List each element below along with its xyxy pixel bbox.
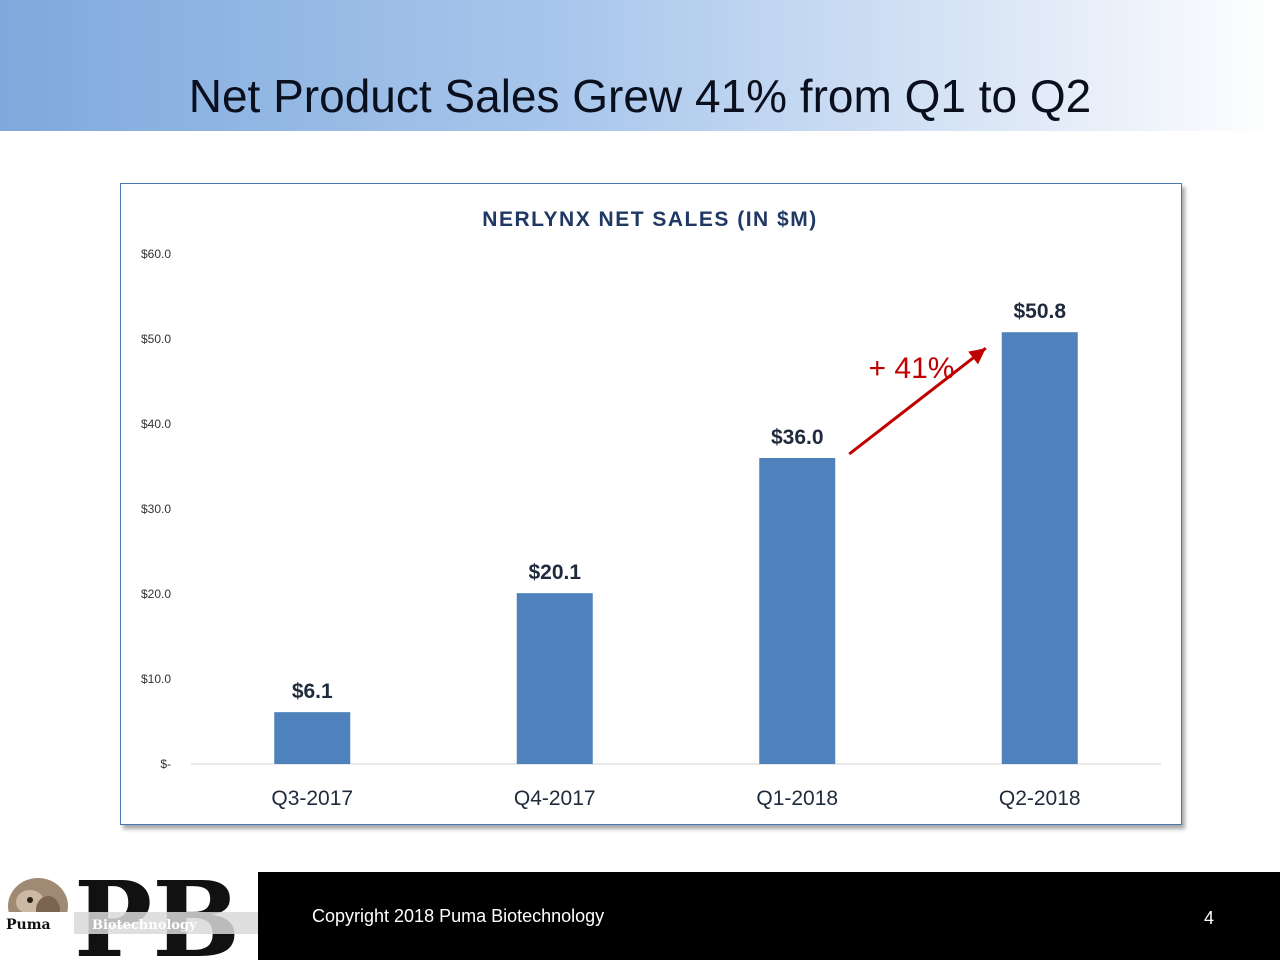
header-band <box>0 0 1280 131</box>
y-tick-label: $30.0 <box>141 502 171 516</box>
puma-logo-icon: PB Puma Biotechnology <box>0 858 258 965</box>
logo-letters: PB <box>74 872 240 960</box>
growth-annotation-label: + 41% <box>869 352 955 385</box>
y-tick-label: $20.0 <box>141 587 171 601</box>
y-tick-label: $40.0 <box>141 417 171 431</box>
slide-title: Net Product Sales Grew 41% from Q1 to Q2 <box>188 70 1092 122</box>
bar <box>274 712 351 764</box>
y-tick-label: $- <box>160 757 171 771</box>
copyright-text: Copyright 2018 Puma Biotechnology <box>312 906 605 926</box>
bar <box>759 458 836 764</box>
chart-frame: NERLYNX NET SALES (IN $M) $- $10.0 $20.0 $30… <box>120 183 1182 825</box>
company-logo: PB Puma Biotechnology <box>0 858 258 965</box>
y-tick-label: $50.0 <box>141 332 171 346</box>
x-tick-label: Q1-2018 <box>756 787 838 810</box>
sales-bar-chart: NERLYNX NET SALES (IN $M) $- $10.0 $20.0 $30… <box>141 208 1161 810</box>
x-tick-label: Q4-2017 <box>514 787 596 810</box>
growth-arrow-line <box>848 347 987 456</box>
data-label: $20.1 <box>528 561 581 584</box>
y-tick-label: $10.0 <box>141 672 171 686</box>
logo-text-biotechnology: Biotechnology <box>92 918 197 933</box>
data-label: $50.8 <box>1013 300 1066 323</box>
footer: PB Puma Biotechnology Copyright 2018 Pum… <box>0 858 1280 965</box>
growth-arrow-head <box>968 348 986 365</box>
data-label: $36.0 <box>771 426 824 449</box>
data-label: $6.1 <box>292 680 333 703</box>
chart-title: NERLYNX NET SALES (IN $M) <box>482 208 817 231</box>
bar <box>1001 332 1078 764</box>
x-tick-label: Q2-2018 <box>999 787 1081 810</box>
bar <box>516 593 593 764</box>
logo-text-puma: Puma <box>6 917 51 933</box>
y-tick-label: $60.0 <box>141 247 171 261</box>
page-number: 4 <box>1204 908 1215 928</box>
x-tick-label: Q3-2017 <box>271 787 353 810</box>
